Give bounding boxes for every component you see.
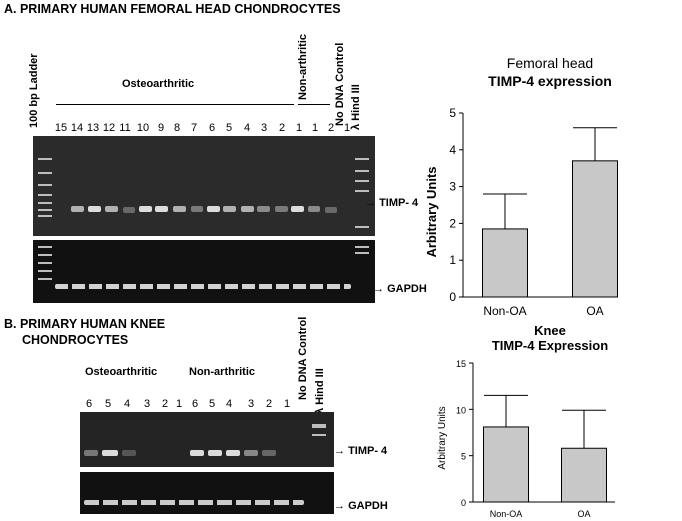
lane-number: 14 [70,122,84,134]
panel-a-group-oa: Osteoarthritic [122,78,195,90]
chart2-ylabel: Arbitrary Units [437,406,448,469]
panel-b-hind: λ Hind III [314,368,326,414]
gapdh-label-text: GAPDH [348,500,388,512]
ladder-label: 100 bp Ladder [28,53,40,128]
panel-a-title: A. PRIMARY HUMAN FEMORAL HEAD CHONDROCYT… [4,2,341,16]
panel-a-no-dna: No DNA Control [334,42,346,126]
panel-b-gapdh-gel [80,472,334,514]
y-tick-label: 0 [461,498,466,508]
gapdh-label-text: GAPDH [387,283,427,295]
panel-a-gapdh-gel [33,240,375,303]
chart1-ylabel: Arbitrary Units [424,166,439,257]
panel-a-non-bracket [298,104,330,105]
panel-a-timp-gel [33,136,375,236]
y-tick-label: 4 [449,143,456,157]
lane-number: 2 [265,398,273,410]
lane-number: 1 [295,122,303,134]
lane-number: 6 [85,398,93,410]
lane-number: 1 [343,122,351,134]
y-tick-label: 15 [456,359,466,369]
lane-number: 5 [225,122,233,134]
panel-b-gapdh-label: → GAPDH [334,500,388,512]
x-tick-label: OA [577,509,590,519]
y-tick-label: 10 [456,405,466,415]
lane-number: 1 [311,122,319,134]
lane-number: 7 [190,122,198,134]
chart1-subtitle: TIMP-4 expression [488,73,612,89]
x-tick-label: Non-OA [483,304,526,318]
lane-number: 5 [104,398,112,410]
panel-b-group-oa: Osteoarthritic [85,366,158,378]
y-tick-label: 1 [449,253,456,267]
lane-number: 1 [283,398,291,410]
panel-a-gapdh-label: → GAPDH [373,283,427,295]
lane-number: 8 [173,122,181,134]
y-tick-label: 5 [449,106,456,120]
panel-b-title-line2: CHONDROCYTES [22,333,129,347]
bar-non-oa [482,228,528,298]
panel-b-timp-label: → TIMP- 4 [334,445,388,457]
panel-b-no-dna: No DNA Control [297,316,309,400]
y-tick-label: 3 [449,180,456,194]
y-tick-label: 2 [449,216,456,230]
lane-number: 5 [208,398,216,410]
lane-number: 2 [161,398,169,410]
lane-number: 3 [247,398,255,410]
y-tick-label: 0 [449,290,456,304]
lane-number: 3 [260,122,268,134]
panel-b-group-non: Non-arthritic [189,366,255,378]
x-tick-label: OA [586,304,603,318]
panel-b-title-line1: B. PRIMARY HUMAN KNEE [4,317,166,331]
chart1-xaxis: Non-OA OA [483,304,603,318]
femoral-head-chart: Femoral head TIMP-4 expression Arbitrary… [424,55,618,318]
chart1-title: Femoral head [507,55,593,71]
timp-label-text: TIMP- 4 [379,197,419,209]
lane-number: 2 [278,122,286,134]
lane-number: 15 [54,122,68,134]
lane-number: 10 [136,122,150,134]
chart2-bars [483,394,607,503]
lane-number: 9 [157,122,165,134]
knee-chart: Knee TIMP-4 Expression Arbitrary Units 0… [437,323,615,519]
y-tick-label: 5 [461,452,466,462]
lane-number: 3 [143,398,151,410]
timp-label-text: TIMP- 4 [348,445,388,457]
bar-oa [572,160,618,298]
lane-number: 1 [175,398,183,410]
lane-number: 11 [119,122,131,134]
lane-number: 2 [327,122,335,134]
chart2-title: Knee [534,323,566,338]
lane-number: 6 [191,398,199,410]
panel-a-group-non: Non-arthritic [297,34,309,100]
lane-number: 6 [208,122,216,134]
lane-number: 12 [102,122,116,134]
x-tick-label: Non-OA [490,509,523,519]
panel-a-timp-label: → TIMP- 4 [365,197,419,209]
chart2-xaxis: Non-OA OA [490,509,591,519]
lane-number: 4 [225,398,233,410]
panel-a-oa-bracket [56,104,294,105]
chart2-subtitle: TIMP-4 Expression [492,338,608,353]
bar-non-oa [483,426,529,503]
lane-number: 4 [123,398,131,410]
lane-number: 13 [86,122,100,134]
bar-oa [561,447,607,503]
panel-b-timp-gel [80,412,334,467]
lane-number: 4 [243,122,251,134]
chart1-bars [482,127,618,298]
